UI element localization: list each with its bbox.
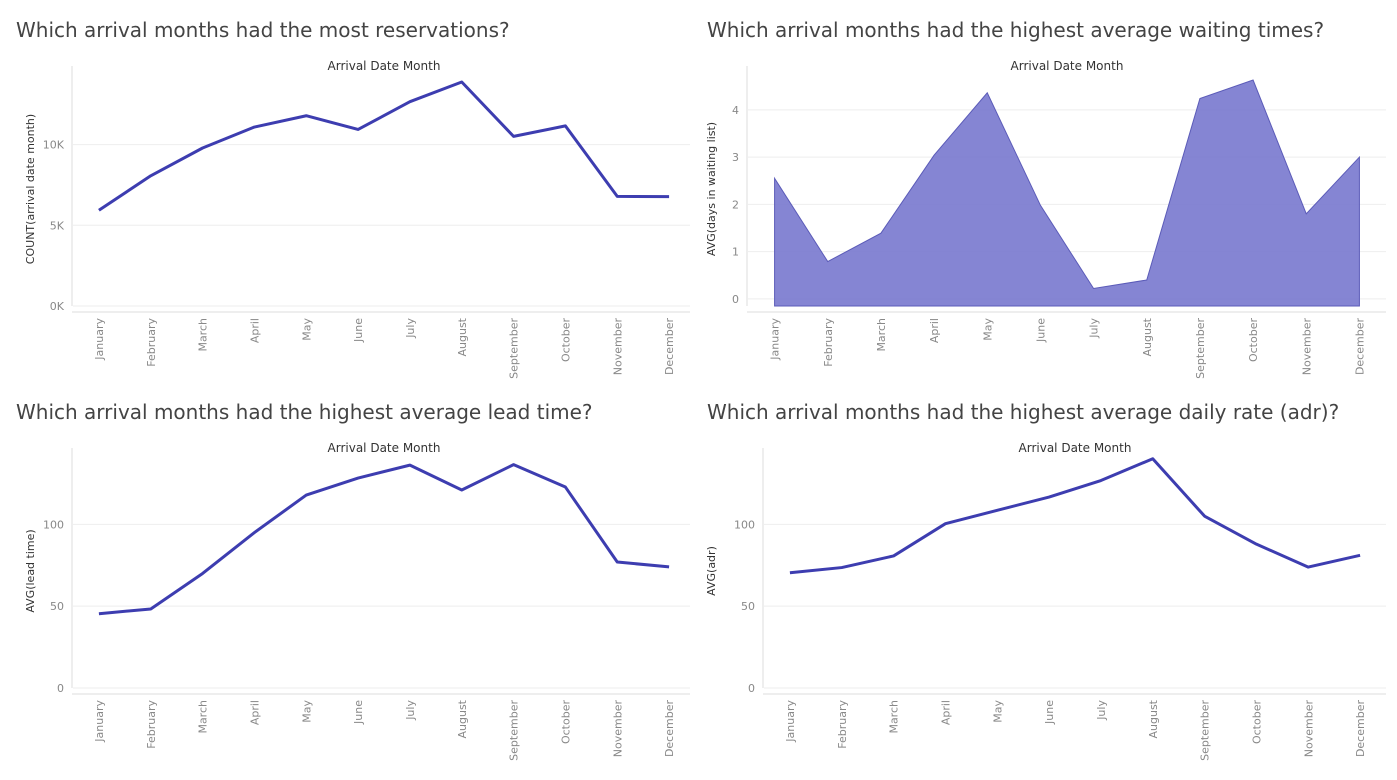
chart-title: Which arrival months had the highest ave… xyxy=(16,400,593,424)
x-axis-header: Arrival Date Month xyxy=(1011,59,1124,73)
x-tick-label: October xyxy=(1247,318,1260,362)
chart-title: Which arrival months had the highest ave… xyxy=(707,18,1325,42)
x-tick-label: December xyxy=(663,318,676,376)
y-tick-label: 3 xyxy=(732,151,739,164)
chart-waiting: Arrival Date Month 0 1 2 3 4 AVG(days in waiti… xyxy=(705,59,1386,379)
y-tick-label: 0K xyxy=(50,300,65,313)
x-tick-label: September xyxy=(508,318,521,379)
x-tick-label: November xyxy=(611,700,624,758)
x-tick-label: June xyxy=(1043,700,1056,725)
x-tick-label: September xyxy=(1199,700,1212,761)
x-tick-label: July xyxy=(1095,700,1108,721)
y-tick-label: 4 xyxy=(732,104,739,117)
y-tick-label: 0 xyxy=(748,682,755,695)
x-tick-label: March xyxy=(888,700,901,734)
x-tick-label: May xyxy=(300,318,313,341)
x-tick-label: January xyxy=(769,318,782,361)
x-tick-label: September xyxy=(1194,318,1207,379)
x-tick-label: February xyxy=(145,318,158,367)
chart-title: Which arrival months had the most reserv… xyxy=(16,18,510,42)
x-tick-label: February xyxy=(145,700,158,749)
y-tick-label: 0 xyxy=(57,682,64,695)
x-tick-label: April xyxy=(248,318,261,343)
y-tick-label: 0 xyxy=(732,293,739,306)
x-tick-label: August xyxy=(1141,317,1154,356)
x-tick-label: August xyxy=(456,699,469,738)
y-axis-label: AVG(adr) xyxy=(705,546,718,596)
x-tick-label: May xyxy=(991,700,1004,723)
y-tick-label: 1 xyxy=(732,246,739,259)
x-tick-label: April xyxy=(928,318,941,343)
x-tick-label: January xyxy=(93,700,106,743)
y-tick-label: 10K xyxy=(43,139,65,152)
panel-adr: Which arrival months had the highest ave… xyxy=(691,382,1386,772)
x-tick-label: December xyxy=(1354,700,1367,758)
x-tick-label: March xyxy=(875,318,888,352)
x-tick-label: July xyxy=(404,700,417,721)
x-tick-label: February xyxy=(822,318,835,367)
x-tick-label: December xyxy=(663,700,676,758)
x-tick-label: April xyxy=(939,700,952,725)
x-tick-label: October xyxy=(559,700,572,744)
x-tick-label: July xyxy=(1088,318,1101,339)
x-tick-label: September xyxy=(508,700,521,761)
y-axis-label: COUNT(arrival date month) xyxy=(24,114,37,264)
y-tick-label: 100 xyxy=(734,518,755,531)
y-axis-label: AVG(days in waiting list) xyxy=(705,122,718,256)
y-axis-label: AVG(lead time) xyxy=(24,529,37,612)
x-tick-label: November xyxy=(1302,700,1315,758)
x-tick-label: April xyxy=(248,700,261,725)
chart-reservations: Arrival Date Month 0K 5K 10K COUNT(arrival d… xyxy=(24,59,690,379)
x-axis-header: Arrival Date Month xyxy=(328,59,441,73)
x-tick-label: October xyxy=(559,318,572,362)
x-tick-label: January xyxy=(784,700,797,743)
x-tick-label: November xyxy=(611,318,624,376)
x-tick-label: July xyxy=(404,318,417,339)
line-series xyxy=(98,463,670,616)
x-axis-header: Arrival Date Month xyxy=(328,441,441,455)
x-tick-label: January xyxy=(93,318,106,361)
chart-adr: Arrival Date Month 0 50 100 AVG(adr) January F… xyxy=(705,441,1386,761)
y-tick-label: 100 xyxy=(43,518,64,531)
panel-waiting: Which arrival months had the highest ave… xyxy=(691,0,1386,390)
y-tick-label: 2 xyxy=(732,198,739,211)
x-tick-label: August xyxy=(456,317,469,356)
chart-leadtime: Arrival Date Month 0 50 100 AVG(lead time) Ja… xyxy=(24,441,690,761)
x-tick-label: May xyxy=(981,318,994,341)
area-series xyxy=(774,79,1360,307)
x-tick-label: February xyxy=(836,700,849,749)
x-tick-label: June xyxy=(1034,318,1047,343)
x-tick-label: March xyxy=(197,700,210,734)
line-series xyxy=(789,457,1361,575)
x-axis-header: Arrival Date Month xyxy=(1019,441,1132,455)
x-tick-label: October xyxy=(1250,700,1263,744)
panel-leadtime: Which arrival months had the highest ave… xyxy=(0,382,690,772)
line-series xyxy=(98,80,670,212)
chart-title: Which arrival months had the highest ave… xyxy=(707,400,1340,424)
x-tick-label: November xyxy=(1300,318,1313,376)
x-tick-label: May xyxy=(300,700,313,723)
panel-reservations: Which arrival months had the most reserv… xyxy=(0,0,690,390)
y-tick-label: 50 xyxy=(741,600,755,613)
y-tick-label: 5K xyxy=(50,219,65,232)
y-tick-label: 50 xyxy=(50,600,64,613)
x-tick-label: August xyxy=(1147,699,1160,738)
x-tick-label: June xyxy=(352,700,365,725)
x-tick-label: December xyxy=(1353,318,1366,376)
x-tick-label: March xyxy=(197,318,210,352)
x-tick-label: June xyxy=(352,318,365,343)
